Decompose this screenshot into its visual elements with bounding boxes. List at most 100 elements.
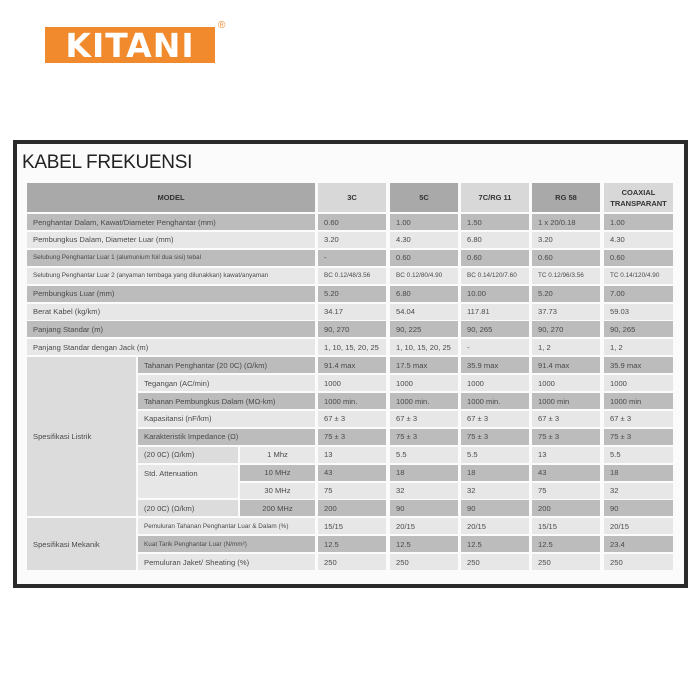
- table-cell: 90, 265: [461, 321, 529, 338]
- table-cell: 1000 min: [532, 393, 600, 409]
- table-cell: 12.5: [461, 536, 529, 553]
- table-cell: 32: [604, 482, 673, 499]
- page-title: KABEL FREKUENSI: [22, 152, 193, 173]
- table-cell: 1, 2: [532, 339, 600, 356]
- table-cell: 75 ± 3: [390, 428, 458, 445]
- table-cell: 5.5: [390, 446, 458, 463]
- table-cell: 12.5: [532, 536, 600, 553]
- table-cell: 5.5: [461, 446, 529, 463]
- table-cell: 200: [318, 500, 386, 517]
- table-cell: 0.60: [461, 249, 529, 266]
- table-cell: 1000: [532, 375, 600, 392]
- param-label: Tegangan (AC/min): [138, 375, 315, 392]
- table-cell: 67 ± 3: [532, 410, 600, 427]
- param-label: Std. Attenuation: [138, 464, 238, 499]
- row-label: Berat Kabel (kg/km): [27, 303, 315, 320]
- table-cell: 1 x 20/0.18: [532, 214, 600, 230]
- table-cell: 90: [461, 500, 529, 517]
- param-label: Pemuluran Jaket/ Sheating (%): [138, 554, 315, 571]
- table-cell: 15/15: [318, 518, 386, 535]
- table-cell: 67 ± 3: [318, 410, 386, 427]
- table-cell: 3.20: [532, 231, 600, 248]
- table-cell: 13: [532, 446, 600, 463]
- table-cell: 20/15: [390, 518, 458, 535]
- table-cell: 20/15: [461, 518, 529, 535]
- param-label: Tahanan Penghantar (20 0C) (Ω/km): [138, 357, 315, 374]
- table-cell: 75 ± 3: [318, 428, 386, 445]
- row-label: Pembungkus Luar (mm): [27, 285, 315, 302]
- table-cell: 5.20: [318, 285, 386, 302]
- param-label: (20 0C) (Ω/km): [138, 500, 238, 517]
- param-label: (20 0C) (Ω/km): [138, 446, 238, 463]
- header-column: COAXIAL TRANSPARANT: [604, 183, 673, 212]
- param-label: Kuat Tarik Penghantar Luar (N/mm²): [138, 536, 315, 553]
- table-cell: 17.5 max: [390, 357, 458, 374]
- header-column: 5C: [390, 183, 458, 212]
- table-cell: 1000: [604, 375, 673, 392]
- table-cell: 1000: [390, 375, 458, 392]
- table-cell: 13: [318, 446, 386, 463]
- table-cell: 4.30: [604, 231, 673, 248]
- header-column: 3C: [318, 183, 386, 212]
- table-cell: 12.5: [318, 536, 386, 553]
- header-column: 7C/RG 11: [461, 183, 529, 212]
- table-cell: BC 0.14/120/7.60: [461, 267, 529, 284]
- table-cell: 200: [532, 500, 600, 517]
- table-cell: 1.50: [461, 214, 529, 230]
- table-cell: 67 ± 3: [604, 410, 673, 427]
- table-cell: 0.60: [390, 249, 458, 266]
- table-cell: 5.5: [604, 446, 673, 463]
- registered-mark: ®: [218, 20, 226, 31]
- frequency-label: 1 Mhz: [240, 446, 315, 463]
- table-cell: BC 0.12/80/4.90: [390, 267, 458, 284]
- table-cell: 18: [604, 464, 673, 481]
- table-cell: 90, 265: [604, 321, 673, 338]
- table-cell: 250: [390, 554, 458, 571]
- param-label: Pemuluran Tahanan Penghantar Luar & Dala…: [138, 518, 315, 535]
- table-cell: 90: [604, 500, 673, 517]
- table-cell: 34.17: [318, 303, 386, 320]
- table-cell: 75: [532, 482, 600, 499]
- table-cell: 1000: [461, 375, 529, 392]
- header-column: RG 58: [532, 183, 600, 212]
- table-cell: 1.00: [604, 214, 673, 230]
- header-model: MODEL: [27, 183, 315, 212]
- table-cell: 250: [461, 554, 529, 571]
- param-label: Tahanan Pembungkus Dalam (MΩ-km): [138, 393, 315, 409]
- table-cell: 75: [318, 482, 386, 499]
- table-cell: 75 ± 3: [604, 428, 673, 445]
- table-cell: 90, 225: [390, 321, 458, 338]
- table-cell: 5.20: [532, 285, 600, 302]
- table-cell: 1000: [318, 375, 386, 392]
- table-cell: 7.00: [604, 285, 673, 302]
- row-label: Pembungkus Dalam, Diameter Luar (mm): [27, 231, 315, 248]
- table-cell: 59.03: [604, 303, 673, 320]
- table-cell: 1, 10, 15, 20, 25: [318, 339, 386, 356]
- table-cell: 35.9 max: [461, 357, 529, 374]
- table-cell: 12.5: [390, 536, 458, 553]
- row-label: Panjang Standar dengan Jack (m): [27, 339, 315, 356]
- table-cell: 4.30: [390, 231, 458, 248]
- table-cell: 250: [604, 554, 673, 571]
- frequency-label: 10 MHz: [240, 464, 315, 481]
- table-cell: 91.4 max: [318, 357, 386, 374]
- table-cell: 1000 min.: [318, 393, 386, 409]
- frequency-label: 30 MHz: [240, 482, 315, 499]
- table-cell: 20/15: [604, 518, 673, 535]
- table-cell: 1, 2: [604, 339, 673, 356]
- param-label: Karakteristik Impedance (Ω): [138, 428, 315, 445]
- frequency-label: 200 MHz: [240, 500, 315, 517]
- group-label-mechanical: Spesifikasi Mekanik: [27, 518, 136, 570]
- row-label: Panjang Standar (m): [27, 321, 315, 338]
- table-cell: 23.4: [604, 536, 673, 553]
- table-cell: 75 ± 3: [532, 428, 600, 445]
- table-cell: 67 ± 3: [390, 410, 458, 427]
- table-cell: 117.81: [461, 303, 529, 320]
- group-label-electrical: Spesifikasi Listrik: [27, 357, 136, 517]
- table-cell: 10.00: [461, 285, 529, 302]
- row-label: Selubung Penghantar Luar 1 (alumunium fo…: [27, 249, 315, 266]
- table-cell: 43: [532, 464, 600, 481]
- table-cell: 43: [318, 464, 386, 481]
- table-cell: 1000 min: [604, 393, 673, 409]
- table-cell: 90: [390, 500, 458, 517]
